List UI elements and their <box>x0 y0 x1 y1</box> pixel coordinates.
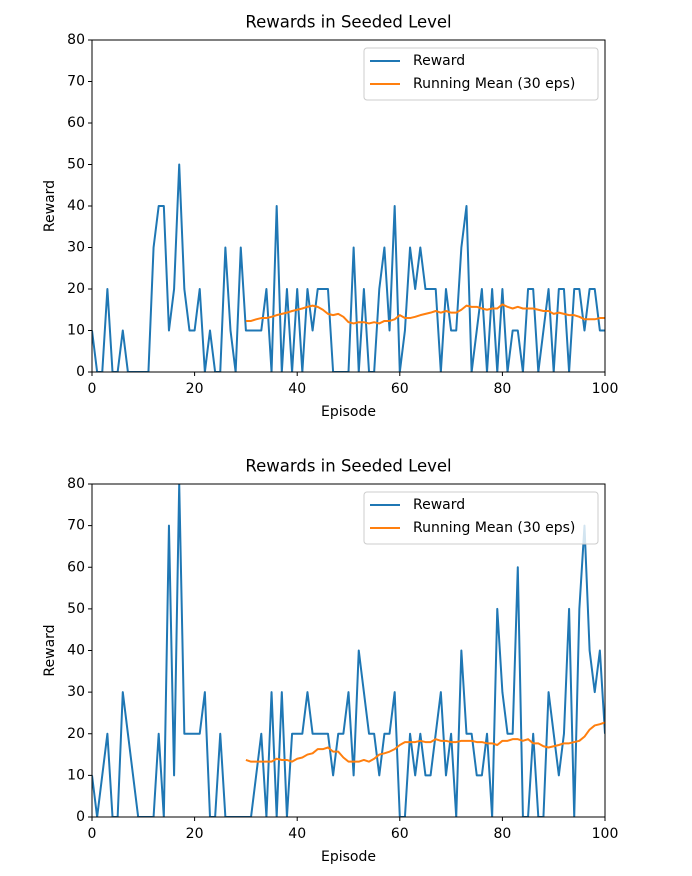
series-line <box>92 484 605 817</box>
x-tick-label: 0 <box>88 826 97 842</box>
chart-title: Rewards in Seeded Level <box>245 457 451 476</box>
y-tick-label: 70 <box>67 518 85 534</box>
x-tick-label: 40 <box>288 381 306 397</box>
legend-label: Running Mean (30 eps) <box>413 76 575 92</box>
legend-box <box>363 47 599 101</box>
x-tick-label: 80 <box>493 381 511 397</box>
x-tick-label: 100 <box>592 381 619 397</box>
y-tick-label: 50 <box>67 601 85 617</box>
y-tick-label: 10 <box>67 323 85 339</box>
x-tick-label: 80 <box>493 826 511 842</box>
plot-frame <box>91 483 606 818</box>
chart-title: Rewards in Seeded Level <box>245 13 451 32</box>
y-tick-label: 30 <box>67 684 85 700</box>
x-tick-label: 20 <box>186 826 204 842</box>
plot-frame <box>91 39 606 373</box>
legend-label: Running Mean (30 eps) <box>413 520 575 536</box>
x-tick-label: 60 <box>391 826 409 842</box>
y-tick-label: 10 <box>67 767 85 783</box>
series-line <box>245 303 605 325</box>
y-tick-label: 80 <box>67 476 85 492</box>
series-line <box>245 721 605 763</box>
x-tick-label: 40 <box>288 826 306 842</box>
series-line <box>92 163 605 372</box>
x-axis-label: Episode <box>321 404 376 420</box>
legend-box <box>363 491 599 545</box>
y-tick-label: 20 <box>67 726 85 742</box>
y-tick-label: 50 <box>67 157 85 173</box>
y-axis-label: Reward <box>42 180 58 232</box>
y-axis-label: Reward <box>42 624 58 676</box>
y-tick-label: 70 <box>67 74 85 90</box>
y-tick-label: 60 <box>67 115 85 131</box>
y-tick-label: 80 <box>67 32 85 48</box>
y-tick-label: 40 <box>67 643 85 659</box>
y-tick-label: 0 <box>76 809 85 825</box>
legend-label: Reward <box>413 497 465 513</box>
y-tick-label: 40 <box>67 198 85 214</box>
x-tick-label: 60 <box>391 381 409 397</box>
x-tick-label: 100 <box>592 826 619 842</box>
x-tick-label: 20 <box>186 381 204 397</box>
y-tick-label: 20 <box>67 281 85 297</box>
x-axis-label: Episode <box>321 849 376 865</box>
legend-label: Reward <box>413 53 465 69</box>
y-tick-label: 60 <box>67 559 85 575</box>
y-tick-label: 30 <box>67 240 85 256</box>
y-tick-label: 0 <box>76 364 85 380</box>
x-tick-label: 0 <box>88 381 97 397</box>
